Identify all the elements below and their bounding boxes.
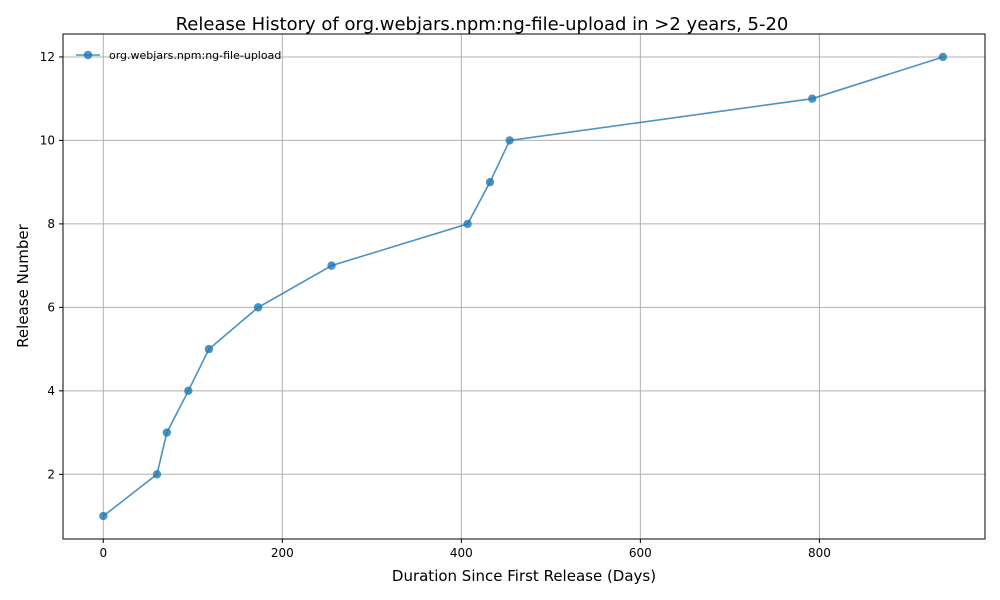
legend: org.webjars.npm:ng-file-upload (76, 49, 281, 62)
x-tick-label: 0 (99, 546, 107, 560)
data-point (253, 303, 263, 312)
data-point (204, 344, 214, 354)
data-point (463, 219, 472, 229)
y-axis-label: Release Number (14, 223, 32, 347)
data-point (505, 136, 514, 145)
chart-title: Release History of org.webjars.npm:ng-fi… (176, 14, 789, 35)
data-point (327, 261, 336, 270)
data-point (485, 177, 495, 187)
x-tick-label: 800 (808, 546, 831, 560)
y-tick-label: 2 (47, 467, 55, 481)
y-tick-label: 6 (47, 300, 55, 314)
data-point (162, 428, 172, 437)
y-tick-label: 8 (47, 217, 55, 231)
x-tick-label: 200 (271, 546, 294, 560)
data-point (152, 470, 162, 479)
data-point (184, 386, 193, 396)
plot-area (62, 33, 986, 540)
legend-marker (83, 50, 93, 60)
x-axis: 0 200 400 600 800 (99, 539, 831, 560)
data-point (99, 511, 108, 521)
grid-lines (63, 34, 985, 539)
y-tick-label: 10 (40, 133, 55, 147)
y-tick-label: 12 (40, 50, 55, 64)
data-point (938, 52, 948, 62)
data-point (808, 94, 817, 103)
x-axis-label: Duration Since First Release (Days) (392, 567, 656, 585)
x-tick-label: 400 (450, 546, 473, 560)
y-axis: 2 4 6 8 10 12 (40, 50, 63, 481)
series-layer (99, 52, 948, 521)
x-tick-label: 600 (629, 546, 652, 560)
legend-label: org.webjars.npm:ng-file-upload (109, 49, 281, 62)
y-tick-label: 4 (47, 384, 55, 398)
series-line (102, 56, 944, 517)
